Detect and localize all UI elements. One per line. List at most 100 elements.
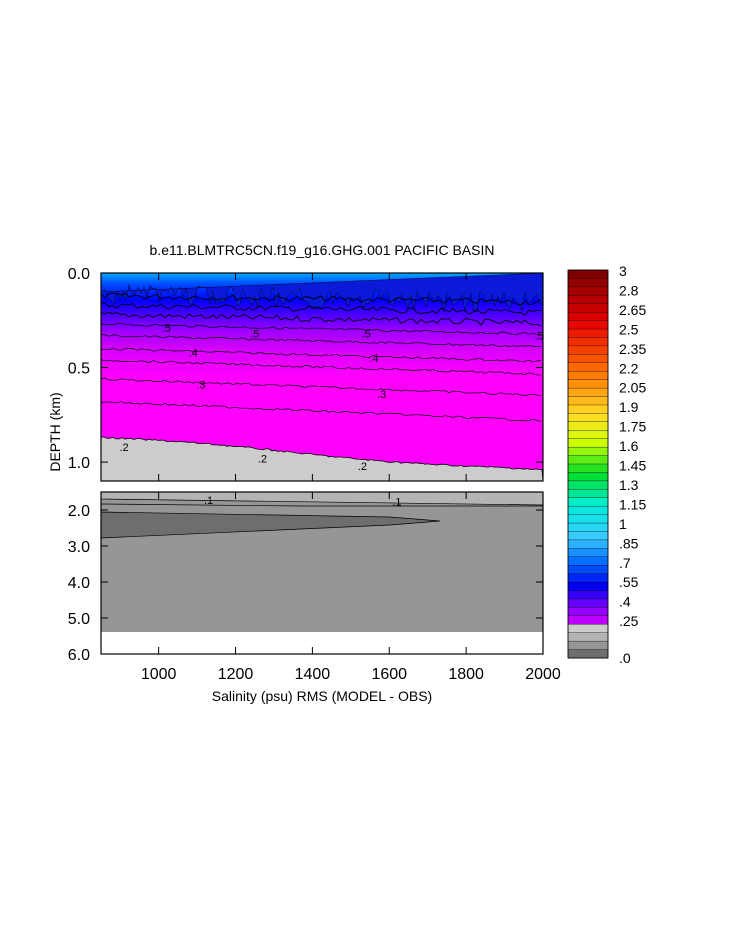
x-tick-label: 1400 [295, 666, 331, 683]
surface-noise-band [101, 273, 543, 313]
y-axis-lower: 2.0 3.0 4.0 5.0 6.0 [68, 503, 543, 664]
colorbar-swatch [567, 514, 609, 524]
contour-label: .5 [162, 323, 171, 335]
x-tick-label: 1200 [218, 666, 254, 683]
colorbar-swatch [567, 463, 609, 473]
colorbar-swatch [567, 489, 609, 499]
colorbar-swatch [567, 590, 609, 600]
colorbar-swatch [567, 337, 609, 347]
colorbar-label: 1.3 [619, 477, 639, 493]
contour-label: .4 [189, 347, 198, 359]
low-rms-region [101, 436, 543, 481]
colorbar-label: 2.65 [619, 302, 646, 318]
y-tick-label: 4.0 [68, 575, 90, 592]
y-tick-label: 5.0 [68, 611, 90, 628]
colorbar-swatch [567, 497, 609, 507]
contour-line [101, 347, 542, 363]
colorbar-swatch [567, 455, 609, 465]
colorbar-label: 1.9 [619, 399, 639, 415]
colorbar-swatch [567, 328, 609, 338]
colorbar-swatch [567, 311, 609, 322]
contour-label: .3 [196, 380, 205, 392]
colorbar-label: 2.5 [619, 321, 639, 337]
y-tick-label: 0.5 [68, 361, 90, 378]
colorbar-label: 3 [619, 263, 627, 279]
upper-contour-lines [101, 292, 542, 422]
colorbar-swatch [567, 556, 609, 566]
y-tick-label: 0.0 [68, 266, 90, 283]
x-tick-label: 2000 [525, 666, 561, 683]
contour-line [101, 292, 542, 306]
colorbar-label: .85 [619, 535, 639, 551]
y-tick-label: 3.0 [68, 539, 90, 556]
colorbar-label: 2.8 [619, 282, 639, 298]
colorbar-swatch [567, 472, 609, 482]
colorbar-swatch [567, 624, 609, 634]
colorbar-swatch [567, 565, 609, 575]
colorbar-swatch [567, 421, 609, 431]
colorbar-swatch [567, 548, 609, 558]
contour-label: .1 [392, 497, 401, 509]
colorbar-swatch [567, 480, 609, 490]
colorbar-swatch [567, 505, 609, 516]
upper-contour-labels: .5 .5 .5 .5 .4 .4 .3 .3 .2 .2 .2 [120, 323, 544, 473]
colorbar-label: 1.6 [619, 438, 639, 454]
y-tick-label: 1.0 [68, 455, 90, 472]
colorbar-swatch [567, 362, 609, 372]
colorbar-label: .0 [619, 650, 631, 666]
y-axis-label: DEPTH (km) [47, 392, 63, 471]
x-tick-label: 1600 [371, 666, 407, 683]
contour-label: .1 [204, 495, 213, 507]
colorbar-swatch [567, 446, 609, 457]
colorbar-swatch [567, 438, 609, 448]
contour-label: .5 [362, 329, 371, 341]
contour-line [101, 377, 542, 397]
colorbar-label: 2.05 [619, 380, 646, 396]
colorbar-swatch [567, 607, 609, 617]
colorbar-swatch [567, 598, 609, 608]
x-axis-label: Salinity (psu) RMS (MODEL - OBS) [212, 688, 432, 704]
colorbar-label: 1.75 [619, 419, 646, 435]
colorbar-label: 2.2 [619, 360, 639, 376]
contour-label: .5 [535, 330, 544, 342]
lower-light-gray-band [101, 492, 543, 506]
chart-title: b.e11.BLMTRC5CN.f19_g16.GHG.001 PACIFIC … [150, 242, 495, 258]
colorbar-swatch [567, 286, 609, 296]
colorbar-swatch [567, 345, 609, 355]
contour-line [101, 401, 542, 422]
colorbar-label: 1.15 [619, 496, 646, 512]
colorbar-label: .4 [619, 594, 631, 610]
colorbar-swatch [567, 379, 609, 389]
colorbar-label: .25 [619, 613, 639, 629]
contour-label: .4 [369, 353, 378, 365]
colorbar-swatch [567, 615, 609, 625]
colorbar-label: 1.45 [619, 458, 646, 474]
colorbar-swatch [567, 295, 609, 305]
lower-contour-line [101, 503, 543, 507]
y-tick-label: 6.0 [68, 647, 90, 664]
colorbar-label: 2.35 [619, 341, 646, 357]
colorbar [567, 269, 609, 659]
colorbar-frame [567, 269, 609, 659]
contour-line [101, 322, 542, 336]
colorbar-swatch [567, 539, 609, 549]
lower-dark-gray-wedge [101, 511, 441, 539]
contour-label: .2 [258, 453, 267, 465]
lower-panel-frame [100, 491, 544, 655]
upper-panel-frame [100, 272, 544, 482]
contour-line [101, 302, 542, 316]
x-tick-label: 1800 [448, 666, 484, 683]
y-axis-upper: 0.0 0.5 1.0 [68, 266, 543, 472]
colorbar-swatch [567, 320, 609, 330]
colorbar-swatch [567, 649, 609, 659]
colorbar-swatch [567, 413, 609, 423]
lower-contour-labels: .1 .1 [204, 495, 401, 509]
colorbar-swatch [567, 354, 609, 364]
colorbar-swatch [567, 581, 609, 591]
colorbar-swatch [567, 522, 609, 532]
x-axis: 1000 1200 1400 1600 1800 2000 [141, 273, 561, 683]
colorbar-swatch [567, 573, 609, 583]
colorbar-swatch [567, 632, 609, 642]
colorbar-label: 1 [619, 516, 627, 532]
